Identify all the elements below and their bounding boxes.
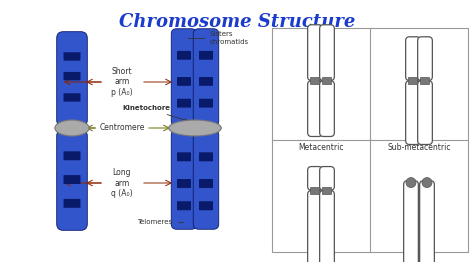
Ellipse shape (55, 120, 89, 136)
Text: Sub-metacentric: Sub-metacentric (387, 143, 451, 152)
FancyBboxPatch shape (57, 32, 87, 126)
Ellipse shape (406, 178, 416, 188)
FancyBboxPatch shape (171, 29, 197, 126)
FancyBboxPatch shape (193, 29, 219, 126)
FancyBboxPatch shape (308, 190, 322, 262)
FancyBboxPatch shape (177, 152, 191, 161)
FancyBboxPatch shape (199, 51, 213, 60)
FancyBboxPatch shape (418, 81, 432, 144)
FancyBboxPatch shape (199, 179, 213, 188)
FancyBboxPatch shape (199, 201, 213, 210)
FancyBboxPatch shape (419, 181, 434, 262)
FancyBboxPatch shape (57, 130, 87, 230)
Ellipse shape (422, 178, 432, 188)
FancyBboxPatch shape (319, 81, 334, 137)
FancyBboxPatch shape (199, 152, 213, 161)
FancyBboxPatch shape (177, 51, 191, 60)
Ellipse shape (169, 120, 221, 136)
FancyBboxPatch shape (64, 151, 81, 160)
FancyBboxPatch shape (418, 37, 432, 80)
Text: Kinetochore: Kinetochore (122, 105, 187, 121)
Text: Long
arm
q (A₀): Long arm q (A₀) (111, 168, 133, 198)
FancyBboxPatch shape (177, 77, 191, 86)
FancyBboxPatch shape (177, 179, 191, 188)
Bar (310, 187, 319, 194)
Bar (322, 187, 331, 194)
Text: Telomeres: Telomeres (137, 219, 183, 225)
FancyBboxPatch shape (199, 99, 213, 108)
FancyBboxPatch shape (319, 167, 334, 190)
Text: Short
arm
p (A₀): Short arm p (A₀) (111, 67, 133, 97)
FancyBboxPatch shape (177, 201, 191, 210)
Text: Metacentric: Metacentric (298, 143, 344, 152)
FancyBboxPatch shape (199, 77, 213, 86)
FancyBboxPatch shape (64, 93, 81, 102)
Bar (420, 77, 429, 84)
FancyBboxPatch shape (404, 181, 419, 262)
FancyBboxPatch shape (64, 72, 81, 80)
FancyBboxPatch shape (64, 175, 81, 184)
Bar (322, 77, 331, 84)
Text: Chromosome Structure: Chromosome Structure (119, 13, 355, 31)
FancyBboxPatch shape (171, 130, 197, 229)
Text: Centromere: Centromere (100, 123, 145, 133)
Text: Sisters
chromatids: Sisters chromatids (188, 31, 249, 45)
FancyBboxPatch shape (319, 25, 334, 80)
Bar (409, 77, 418, 84)
FancyBboxPatch shape (64, 199, 81, 208)
Bar (310, 77, 319, 84)
FancyBboxPatch shape (64, 52, 81, 61)
FancyBboxPatch shape (406, 81, 420, 144)
FancyBboxPatch shape (308, 81, 322, 137)
FancyBboxPatch shape (308, 25, 322, 80)
FancyBboxPatch shape (193, 130, 219, 229)
FancyBboxPatch shape (406, 37, 420, 80)
FancyBboxPatch shape (177, 99, 191, 108)
FancyBboxPatch shape (308, 167, 322, 190)
Bar (272, 28, 468, 252)
FancyBboxPatch shape (319, 190, 334, 262)
